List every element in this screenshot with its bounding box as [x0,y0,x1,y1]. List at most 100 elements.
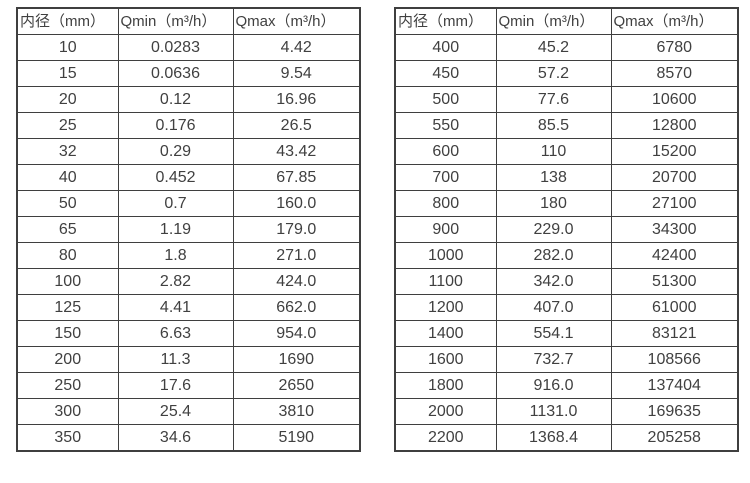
table-cell: 6780 [610,34,739,61]
table-cell: 407.0 [495,294,612,321]
table-cell: 77.6 [495,86,612,113]
table-row: 1200 407.0 61000 [394,294,739,321]
table-row: 32 0.29 43.42 [16,138,361,165]
table-row: 65 1.19 179.0 [16,216,361,243]
table-row: 450 57.2 8570 [394,60,739,87]
table-cell: 424.0 [232,268,361,295]
table-cell: 3810 [232,398,361,425]
table-cell: 1400 [394,320,497,347]
table-row: 20 0.12 16.96 [16,86,361,113]
table-row: 300 25.4 3810 [16,398,361,425]
table-cell: 8570 [610,60,739,87]
table-cell: 34.6 [117,424,234,452]
table-cell: 1131.0 [495,398,612,425]
table-cell: 138 [495,164,612,191]
table-cell: 17.6 [117,372,234,399]
table-cell: 0.12 [117,86,234,113]
table-cell: 1.19 [117,216,234,243]
table-row: 550 85.5 12800 [394,112,739,139]
table-cell: 662.0 [232,294,361,321]
table-cell: 57.2 [495,60,612,87]
table-cell: 180 [495,190,612,217]
table-cell: 9.54 [232,60,361,87]
column-header-qmax: Qmax（m³/h） [232,7,361,35]
table-row: 150 6.63 954.0 [16,320,361,347]
table-cell: 2200 [394,424,497,452]
flow-rate-table-small-diameters: 内径（mm） Qmin（m³/h） Qmax（m³/h） 10 0.0283 4.4… [16,7,361,452]
table-cell: 450 [394,60,497,87]
table-row: 400 45.2 6780 [394,34,739,61]
table-cell: 20700 [610,164,739,191]
table-row: 50 0.7 160.0 [16,190,361,217]
table-cell: 916.0 [495,372,612,399]
table-cell: 4.42 [232,34,361,61]
table-cell: 51300 [610,268,739,295]
table-cell: 342.0 [495,268,612,295]
table-cell: 0.7 [117,190,234,217]
table-cell: 169635 [610,398,739,425]
table-cell: 110 [495,138,612,165]
table-row: 1800 916.0 137404 [394,372,739,399]
table-row: 2000 1131.0 169635 [394,398,739,425]
table-cell: 27100 [610,190,739,217]
table-cell: 1600 [394,346,497,373]
table-cell: 10 [16,34,119,61]
table-cell: 900 [394,216,497,243]
table-cell: 12800 [610,112,739,139]
flow-rate-table-large-diameters: 内径（mm） Qmin（m³/h） Qmax（m³/h） 400 45.2 6780… [394,7,739,452]
table-row: 1000 282.0 42400 [394,242,739,269]
table-cell: 42400 [610,242,739,269]
table-cell: 61000 [610,294,739,321]
table-cell: 205258 [610,424,739,452]
table-row: 900 229.0 34300 [394,216,739,243]
header-row: 内径（mm） Qmin（m³/h） Qmax（m³/h） [394,7,739,35]
table-cell: 100 [16,268,119,295]
table-cell: 554.1 [495,320,612,347]
table-cell: 1800 [394,372,497,399]
table-cell: 6.63 [117,320,234,347]
table-cell: 26.5 [232,112,361,139]
column-header-diameter: 内径（mm） [394,7,497,35]
table-row: 600 110 15200 [394,138,739,165]
table-cell: 0.176 [117,112,234,139]
table-cell: 2650 [232,372,361,399]
table-cell: 108566 [610,346,739,373]
table-cell: 11.3 [117,346,234,373]
table-row: 25 0.176 26.5 [16,112,361,139]
table-cell: 1368.4 [495,424,612,452]
table-cell: 67.85 [232,164,361,191]
column-header-qmax: Qmax（m³/h） [610,7,739,35]
table-cell: 83121 [610,320,739,347]
table-cell: 25.4 [117,398,234,425]
table-cell: 2000 [394,398,497,425]
table-row: 1100 342.0 51300 [394,268,739,295]
table-cell: 300 [16,398,119,425]
table-cell: 15200 [610,138,739,165]
table-row: 500 77.6 10600 [394,86,739,113]
table-cell: 0.0636 [117,60,234,87]
table-cell: 1200 [394,294,497,321]
table-cell: 400 [394,34,497,61]
table-cell: 40 [16,164,119,191]
table-row: 10 0.0283 4.42 [16,34,361,61]
column-header-qmin: Qmin（m³/h） [495,7,612,35]
table-cell: 550 [394,112,497,139]
table-cell: 5190 [232,424,361,452]
table-cell: 954.0 [232,320,361,347]
table-row: 40 0.452 67.85 [16,164,361,191]
table-cell: 1000 [394,242,497,269]
table-cell: 34300 [610,216,739,243]
table-cell: 25 [16,112,119,139]
table-cell: 137404 [610,372,739,399]
table-cell: 10600 [610,86,739,113]
table-cell: 0.29 [117,138,234,165]
table-cell: 732.7 [495,346,612,373]
table-cell: 200 [16,346,119,373]
table-row: 2200 1368.4 205258 [394,424,739,452]
table-cell: 4.41 [117,294,234,321]
table-cell: 229.0 [495,216,612,243]
table-row: 100 2.82 424.0 [16,268,361,295]
table-cell: 600 [394,138,497,165]
table-row: 1400 554.1 83121 [394,320,739,347]
table-cell: 150 [16,320,119,347]
